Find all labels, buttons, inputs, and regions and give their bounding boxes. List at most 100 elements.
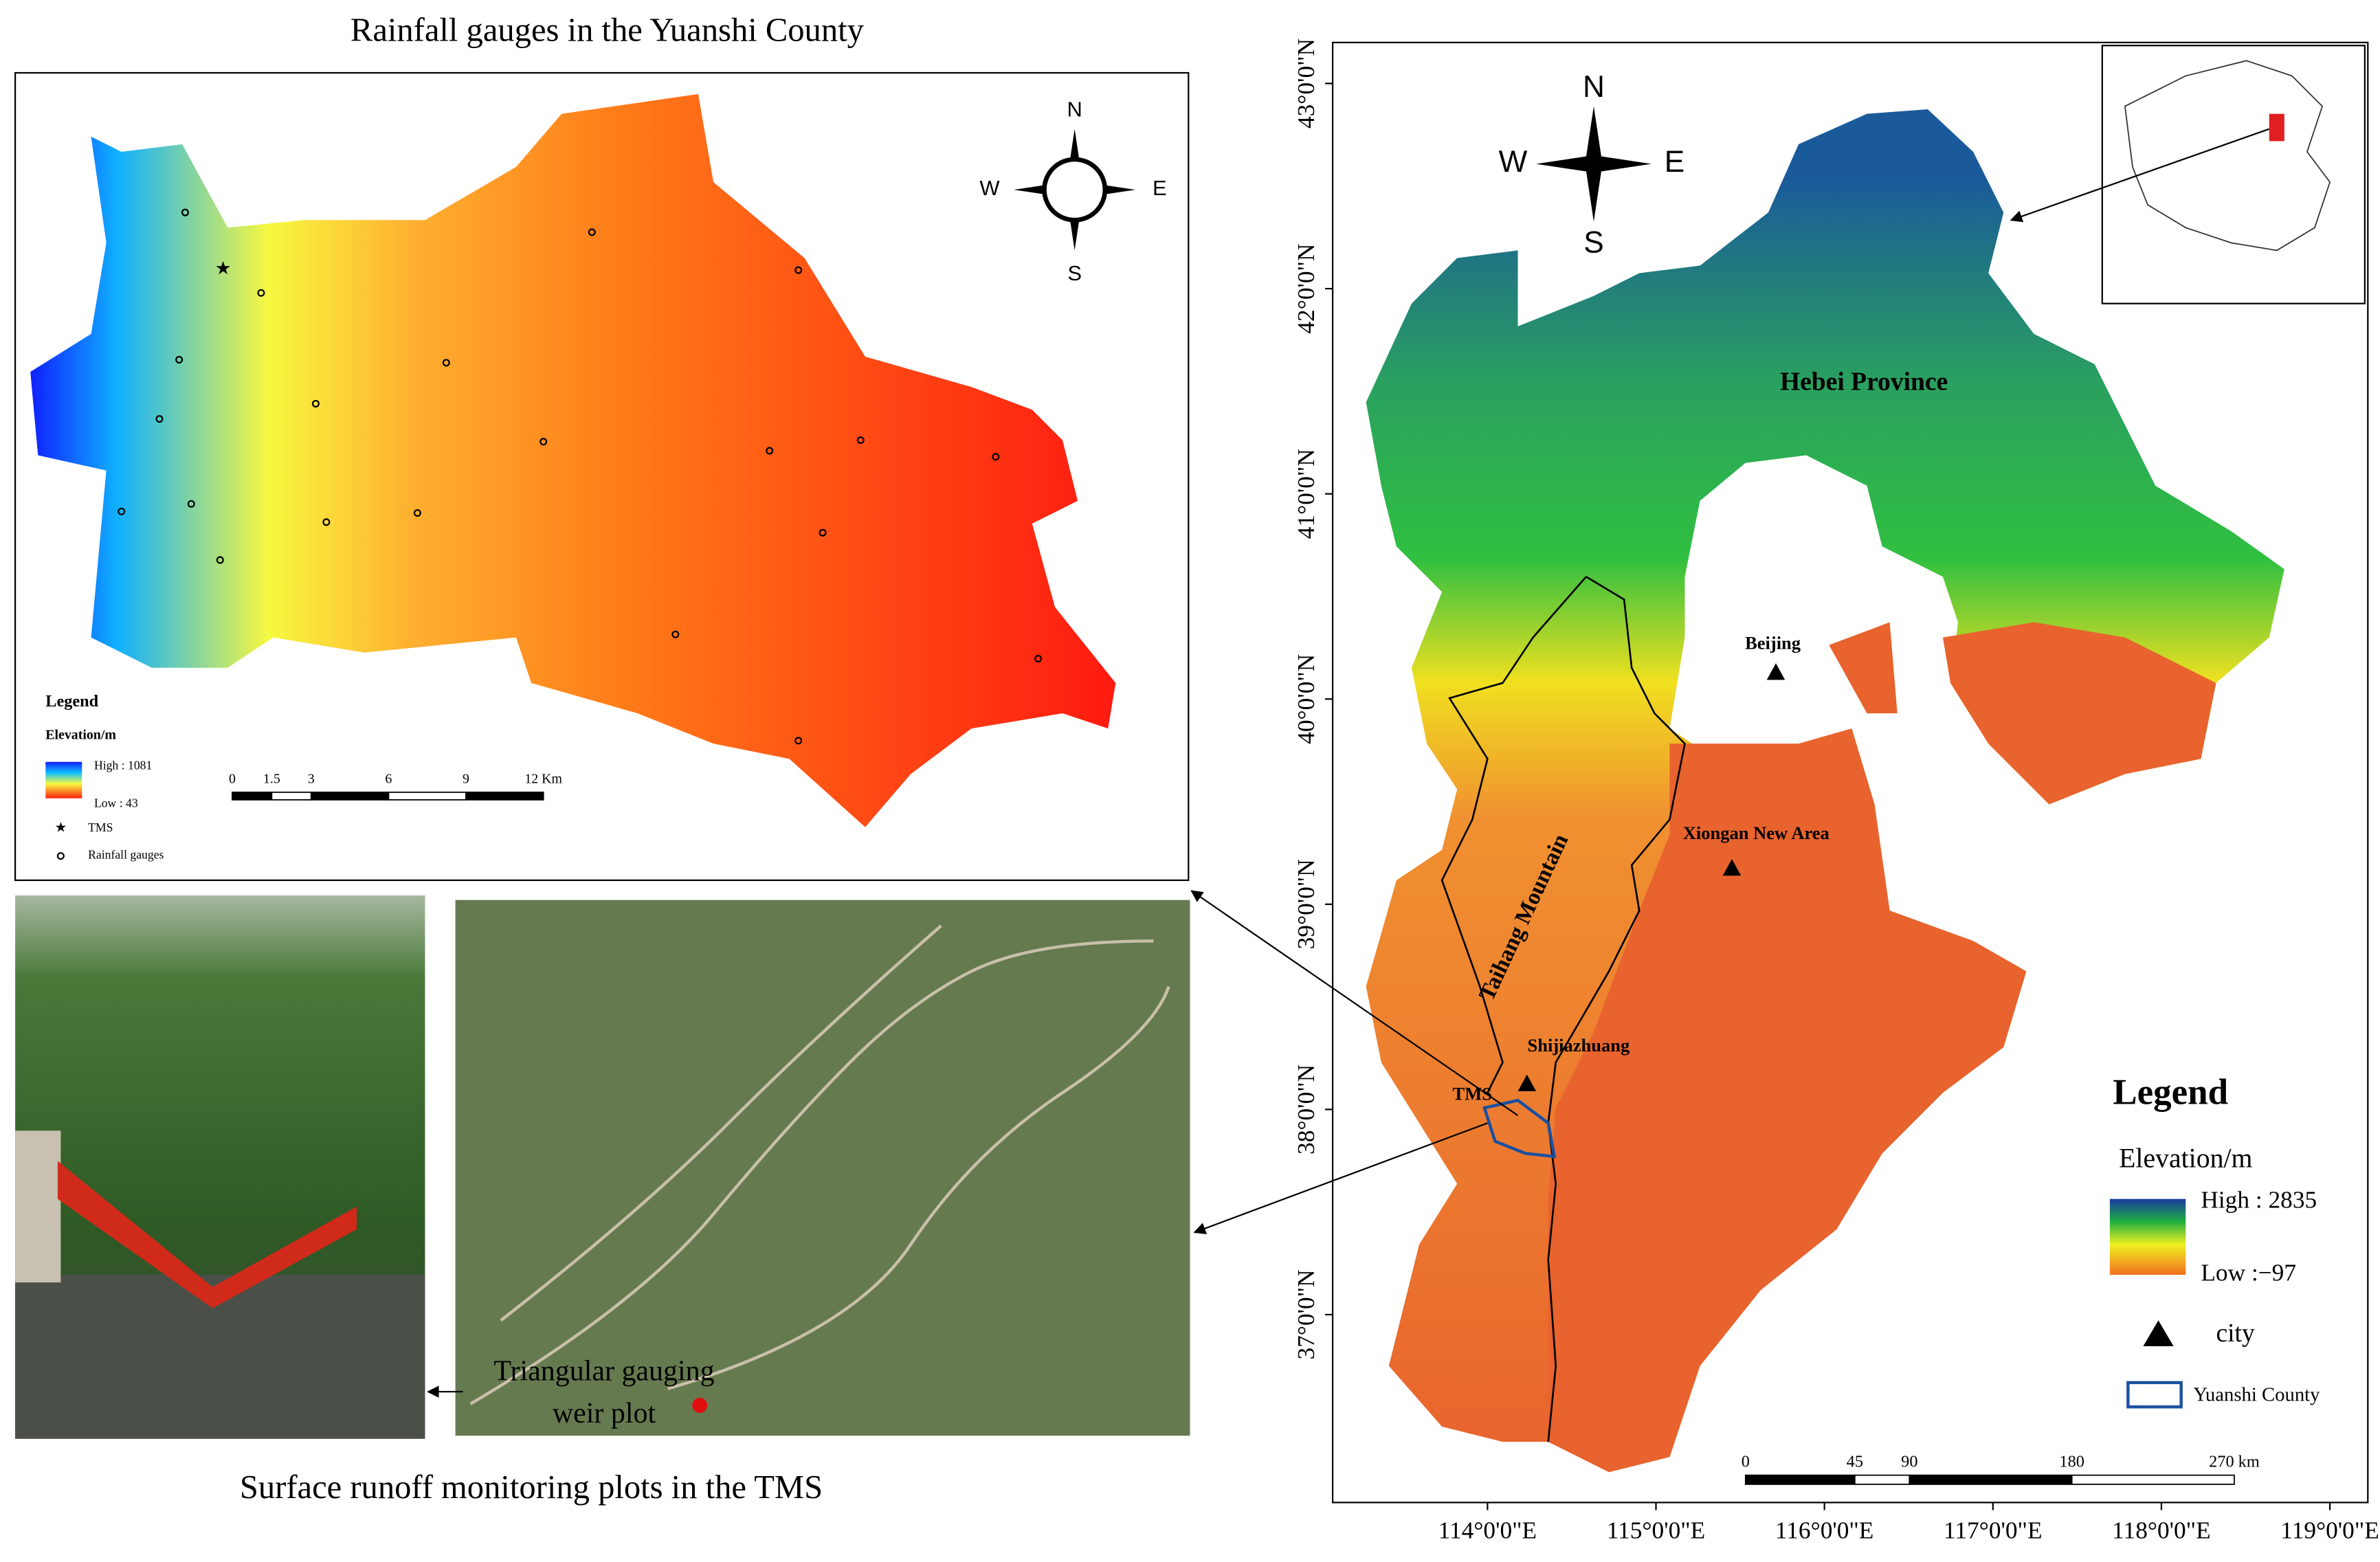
- rainfall-gauge: [257, 289, 265, 297]
- rainfall-gauge: [413, 509, 421, 517]
- annotation-line-2: weir plot: [553, 1398, 656, 1429]
- plain-area-east: [1942, 622, 2216, 805]
- latitude-label: 40°0'0"N: [1293, 654, 1320, 744]
- rainfall-gauge: [671, 630, 680, 638]
- rainfall-gauge: [819, 528, 827, 537]
- left-map-title: Rainfall gauges in the Yuanshi County: [351, 12, 865, 49]
- rainfall-gauge: [155, 415, 164, 423]
- rainfall-gauge: [311, 399, 320, 408]
- weir-triangle: [57, 1161, 357, 1308]
- legend-title: Legend: [2113, 1073, 2228, 1113]
- legend-high: High : 1081: [94, 758, 152, 772]
- weir-wall: [15, 1130, 61, 1283]
- tianjin-area: [1829, 622, 1898, 714]
- compass-ring: [1042, 157, 1108, 223]
- latitude-label: 39°0'0"N: [1293, 859, 1320, 949]
- rainfall-gauge: [794, 266, 803, 274]
- arrow: [1193, 1122, 1488, 1235]
- legend-elevation: Elevation/m: [2119, 1143, 2252, 1174]
- arrow: [2010, 128, 2270, 223]
- legend-county-symbol: [2126, 1381, 2183, 1409]
- longitude-label: 119°0'0"E: [2280, 1517, 2379, 1544]
- legend-city: city: [2216, 1319, 2255, 1348]
- longitude-label: 114°0'0"E: [1438, 1517, 1537, 1544]
- shijiazhuang-label: Shijiazhuang: [1527, 1035, 1630, 1056]
- inset-frame: [2101, 45, 2366, 304]
- scale-label: 0: [1742, 1453, 1750, 1471]
- scale-label: 3: [308, 772, 315, 787]
- compass-label: W: [979, 176, 1000, 200]
- compass: N W E S: [979, 97, 1166, 285]
- taihang-boundary: [1441, 576, 1686, 1442]
- scale-bar: 0 1.5 3 6 9 12 Km: [229, 772, 563, 801]
- latitude-label: 37°0'0"N: [1293, 1269, 1320, 1359]
- scale-segment: [388, 791, 467, 801]
- city-marker: [1517, 1074, 1537, 1091]
- inset-china: [2124, 60, 2331, 252]
- rainfall-gauge: [322, 518, 331, 526]
- xiongan-label: Xiongan New Area: [1683, 823, 1830, 843]
- scale-segment: [310, 791, 390, 801]
- photos-caption: Surface runoff monitoring plots in the T…: [240, 1469, 823, 1506]
- aerial-photo: [455, 900, 1190, 1436]
- longitude-labels: 114°0'0"E 115°0'0"E 116°0'0"E 117°0'0"E 118°…: [1438, 1502, 2379, 1544]
- plain-area: [1548, 728, 2027, 1473]
- longitude-label: 115°0'0"E: [1607, 1517, 1706, 1544]
- scale-label: 1.5: [263, 772, 280, 787]
- latitude-label: 42°0'0"N: [1293, 244, 1320, 334]
- rainfall-gauge: [992, 453, 1000, 461]
- rainfall-gauges: [118, 208, 1043, 745]
- scale-label: 6: [385, 772, 392, 787]
- scale-segment: [1854, 1474, 1911, 1485]
- rainfall-gauge: [118, 507, 126, 515]
- rainfall-gauge: [794, 737, 803, 745]
- annotation-line-1: Triangular gauging: [493, 1355, 714, 1387]
- legend-tms: TMS: [88, 821, 113, 834]
- latitude-labels: 43°0'0"N 42°0'0"N 41°0'0"N 40°0'0"N 39°0'0"N…: [1293, 38, 1333, 1360]
- city-marker: [1722, 859, 1742, 876]
- aerial-paths: [469, 924, 1170, 1405]
- compass-label: W: [1499, 145, 1528, 179]
- legend-colorbar: [2109, 1198, 2186, 1275]
- legend-gauges: Rainfall gauges: [88, 848, 164, 862]
- rainfall-gauge: [1034, 654, 1043, 663]
- scale-label: 270 km: [2209, 1453, 2260, 1471]
- legend-low: Low :−97: [2201, 1259, 2296, 1286]
- scale-segment: [465, 791, 544, 801]
- inset-hebei: [2269, 113, 2284, 142]
- compass-label: N: [1583, 70, 1605, 104]
- scale-bar: 0 45 90 180 270 km: [1742, 1453, 2260, 1485]
- beijing-label: Beijing: [1745, 633, 1801, 654]
- legend-colorbar: [45, 761, 82, 799]
- province-label: Hebei Province: [1780, 368, 1948, 396]
- longitude-label: 118°0'0"E: [2112, 1517, 2211, 1544]
- latitude-label: 43°0'0"N: [1293, 38, 1320, 129]
- scale-label: 0: [229, 772, 236, 787]
- legend-city-symbol: [2143, 1320, 2174, 1346]
- rainfall-gauge: [216, 556, 224, 564]
- city-marker: [1766, 663, 1786, 680]
- scale-label: 180: [2059, 1453, 2084, 1471]
- scale-label: 9: [463, 772, 469, 787]
- rainfall-gauge: [588, 228, 596, 236]
- longitude-label: 116°0'0"E: [1775, 1517, 1874, 1544]
- legend-county: Yuanshi County: [2193, 1383, 2320, 1405]
- compass-label: E: [1665, 145, 1684, 179]
- compass-label: N: [1067, 97, 1082, 121]
- latitude-label: 41°0'0"N: [1293, 449, 1320, 539]
- scale-segment: [271, 791, 312, 801]
- yuanshi-outline: [1482, 1098, 1557, 1159]
- legend-gauge-symbol: [56, 852, 65, 860]
- arrow: [1190, 890, 1519, 1117]
- latitude-label: 38°0'0"N: [1293, 1064, 1320, 1154]
- legend-high: High : 2835: [2201, 1186, 2317, 1213]
- scale-label: 45: [1847, 1453, 1863, 1471]
- legend-title: Legend: [45, 692, 98, 711]
- legend-low: Low : 43: [94, 796, 138, 810]
- scale-segment: [232, 791, 273, 801]
- longitude-label: 117°0'0"E: [1944, 1517, 2043, 1544]
- scale-label: 90: [1901, 1453, 1917, 1471]
- yuanshi-elevation: [30, 93, 1116, 827]
